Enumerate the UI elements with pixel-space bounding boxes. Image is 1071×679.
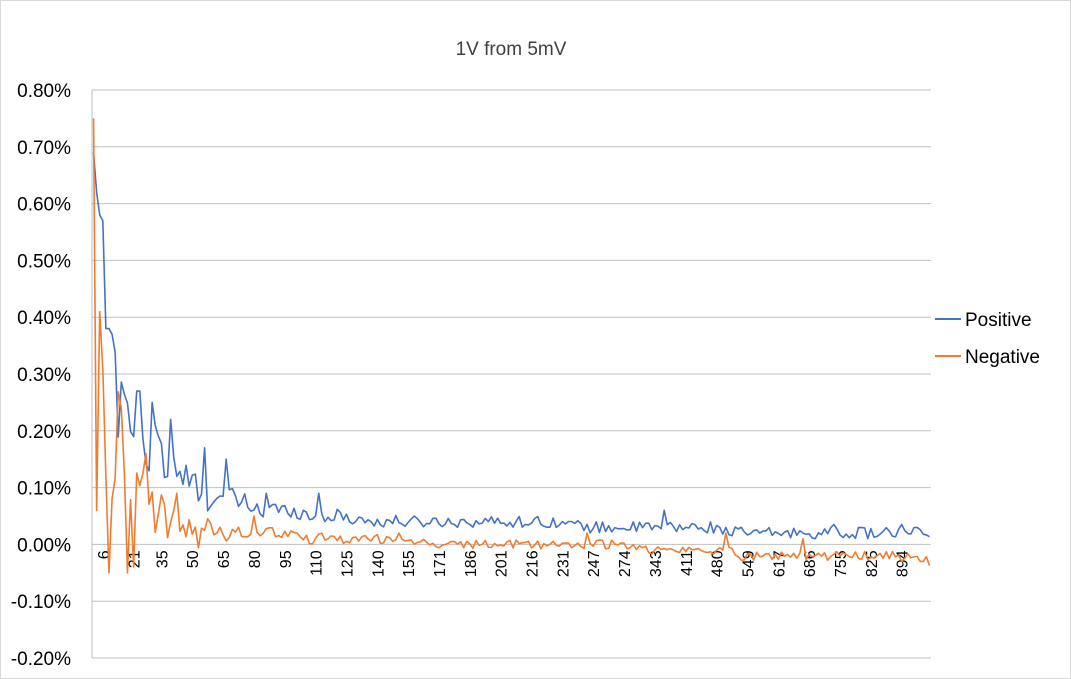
x-tick-label: 21 [127,550,144,568]
x-tick-label: 6 [96,550,113,559]
y-tick-label: 0.30% [17,365,71,386]
x-tick-label: 201 [494,550,511,577]
y-tick-label: -0.10% [11,592,71,613]
y-tick-label: 0.40% [17,308,71,329]
y-tick-label: 0.80% [17,81,71,102]
x-tick-label: 95 [278,550,295,568]
x-tick-label: 186 [463,550,480,577]
x-tick-label: 231 [555,550,572,577]
y-tick-label: -0.20% [11,649,71,670]
y-tick-label: 0.10% [17,479,71,500]
x-tick-label: 549 [740,550,757,577]
x-axis: 6 21 35 50 65 80 95 110 125 140 155 171 186 201 216 231… [96,550,912,577]
y-tick-label: 0.20% [17,422,71,443]
x-tick-label: 274 [617,550,634,577]
series-line-negative [92,118,931,574]
x-tick-label: 110 [309,550,326,576]
legend: Positive Negative [935,310,1040,368]
y-tick-label: 0.70% [17,138,71,159]
series-lines [92,118,931,574]
x-tick-label: 247 [586,550,603,577]
y-tick-label: 0.00% [17,535,71,556]
y-axis: -0.20% -0.10% 0.00% 0.10% 0.20% 0.30% 0.40% 0.5… [11,81,93,670]
x-tick-label: 80 [247,550,264,568]
legend-label-negative: Negative [965,347,1040,368]
x-tick-label: 125 [339,550,356,577]
x-tick-label: 65 [216,550,233,568]
y-tick-label: 0.50% [17,251,71,272]
y-tick-label: 0.60% [17,195,71,216]
chart-title: 1V from 5mV [456,39,567,60]
series-line-positive [92,152,930,540]
x-tick-label: 140 [370,550,387,577]
gridlines [92,89,931,659]
x-tick-label: 216 [525,550,542,577]
x-tick-label: 617 [771,550,788,577]
x-tick-label: 171 [432,550,449,577]
x-tick-label: 411 [679,550,696,576]
x-tick-label: 755 [833,550,850,577]
x-tick-label: 35 [154,550,171,568]
x-tick-label: 50 [185,550,202,568]
x-tick-label: 343 [648,550,665,577]
x-tick-label: 155 [401,550,418,577]
legend-label-positive: Positive [965,310,1032,331]
x-tick-label: 480 [710,550,727,577]
